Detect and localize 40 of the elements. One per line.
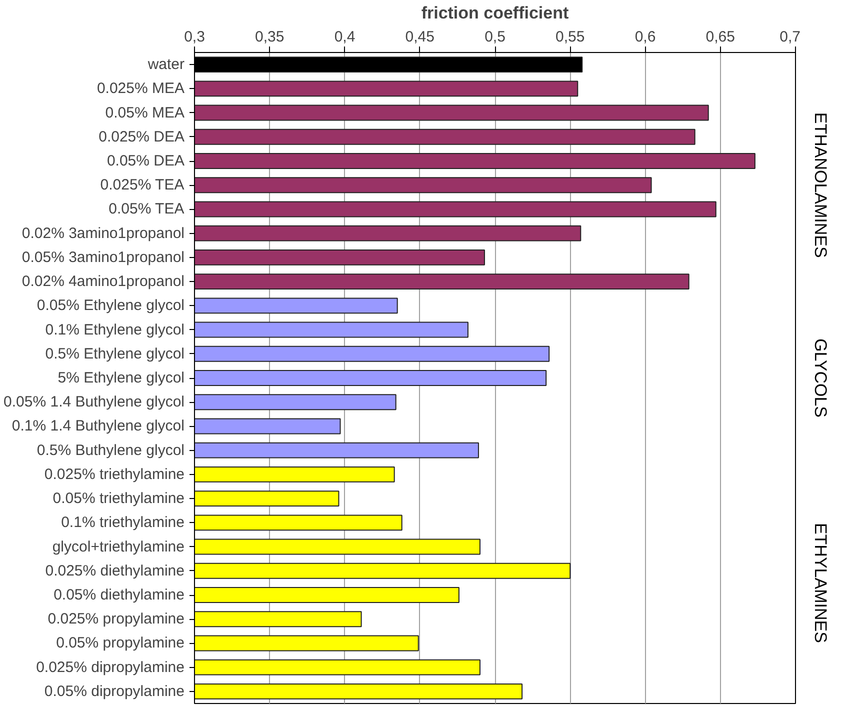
x-tick-label: 0,7: [780, 28, 801, 46]
y-tick-label: 0.025% TEA: [100, 176, 184, 194]
y-tick-label: water: [146, 56, 185, 74]
y-tick-label: 0.05% 1.4 Buthylene glycol: [4, 394, 184, 411]
y-tick-label: 0.025% diethylamine: [45, 562, 185, 580]
y-tick-label: 0.05% propylamine: [56, 634, 185, 652]
x-tick-label: 0,6: [634, 28, 656, 46]
y-tick-label: 0.05% TEA: [108, 200, 184, 218]
y-tick-label: 0.025% MEA: [96, 80, 184, 98]
y-tick-label: 0.1% 1.4 Buthylene glycol: [12, 418, 185, 435]
text: GLYCOLS: [811, 338, 830, 418]
y-tick-label: 0.02% 3amino1propanol: [22, 224, 185, 242]
y-tick-label: 0.5% Buthylene glycol: [36, 442, 185, 459]
y-tick-label: 0.02% 4amino1propanol: [22, 273, 185, 290]
y-tick-label: 0.05% triethylamine: [52, 490, 184, 508]
x-tick-label: 0,35: [255, 28, 284, 46]
x-tick-label: 0,3: [184, 28, 205, 46]
y-tick-label: 0.1% triethylamine: [61, 514, 185, 532]
x-tick-label: 0,5: [484, 28, 506, 46]
y-tick-label: 0.05% MEA: [105, 104, 185, 122]
text: ETHYLAMINES: [811, 522, 830, 643]
y-tick-label: 0.5% Ethylene glycol: [45, 345, 184, 362]
x-tick-label: 0,45: [405, 28, 434, 46]
y-tick-label: 0.1% Ethylene glycol: [45, 321, 184, 338]
y-tick-label: 5% Ethylene glycol: [58, 370, 185, 386]
y-tick-label: 0.05% dipropylamine: [44, 682, 185, 700]
y-tick-label: 0.05% DEA: [106, 152, 185, 170]
y-tick-label: 0.05% Ethylene glycol: [36, 297, 185, 314]
text: ETHANOLAMINES: [811, 112, 830, 258]
y-tick-label: 0.025% DEA: [98, 128, 185, 146]
x-tick-label: 0,4: [334, 28, 356, 46]
y-tick-label: glycol+triethylamine: [52, 538, 185, 556]
y-tick-label: 0.025% triethylamine: [44, 466, 184, 483]
y-tick-label: 0.025% propylamine: [48, 610, 185, 628]
x-tick-label: 0,55: [556, 28, 585, 46]
y-tick-label: 0.05% diethylamine: [54, 586, 185, 604]
x-axis-title: friction coefficient: [421, 4, 570, 22]
x-tick-label: 0,65: [706, 28, 735, 46]
y-tick-label: 0.05% 3amino1propanol: [22, 248, 185, 266]
y-tick-label: 0.025% dipropylamine: [36, 658, 185, 676]
